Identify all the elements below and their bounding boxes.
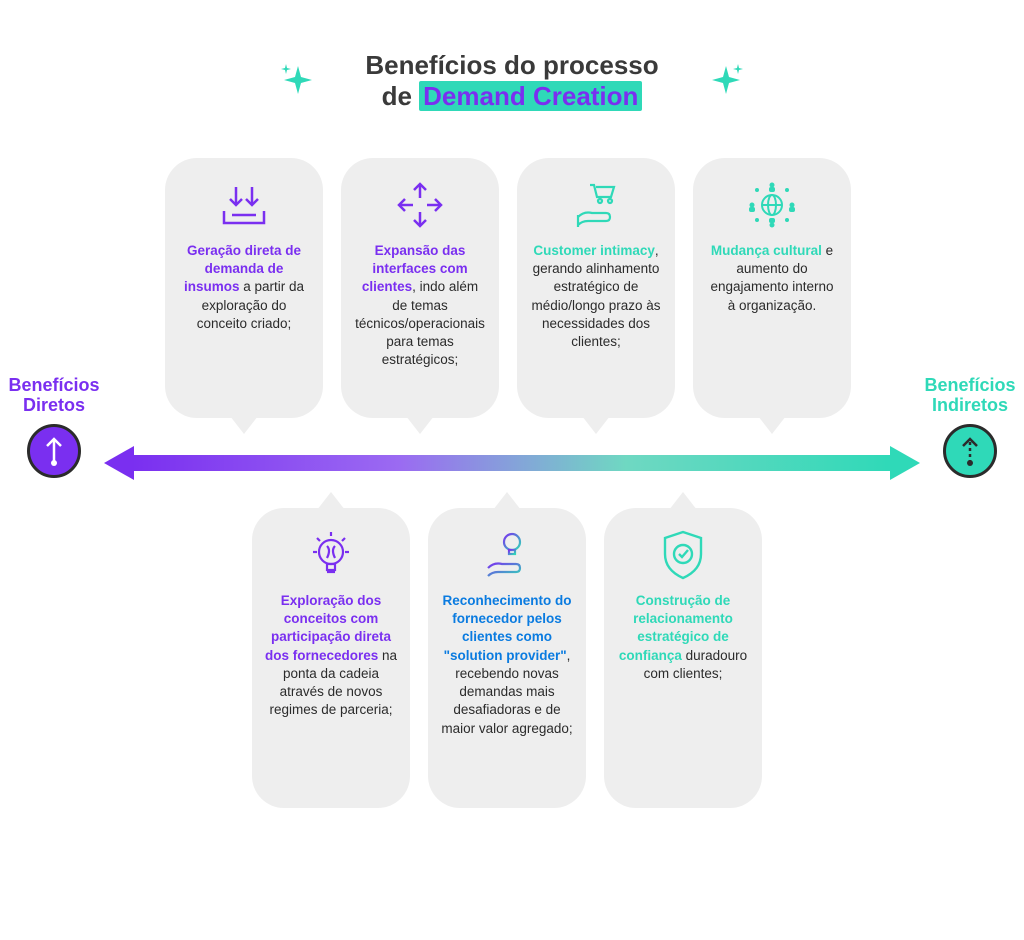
- card-text: Construção de relacionamento estratégico…: [616, 592, 750, 683]
- endcap-right-label: Benefícios Indiretos: [920, 376, 1020, 416]
- endcap-left-label: Benefícios Diretos: [4, 376, 104, 416]
- download-tray-icon: [177, 176, 311, 234]
- arrow-up-dotted-icon: [955, 433, 985, 469]
- endcap-left-circle: [27, 424, 81, 478]
- card-text: Exploração dos conceitos com participaçã…: [264, 592, 398, 720]
- card-text: Mudança cultural e aumento do engajament…: [705, 242, 839, 315]
- card-text: Customer intimacy, gerando alinhamento e…: [529, 242, 663, 351]
- title-line1: Benefícios do processo: [365, 50, 658, 80]
- top-cards-row: Geração direta de demanda de insumos a p…: [165, 158, 851, 418]
- lightbulb-icon: [264, 526, 398, 584]
- arrow-head-right-icon: [890, 446, 920, 480]
- cart-hand-icon: [529, 176, 663, 234]
- benefit-card: Exploração dos conceitos com participaçã…: [252, 508, 410, 808]
- card-text: Expansão das interfaces com clientes, in…: [353, 242, 487, 370]
- arrow-bar: [132, 455, 892, 471]
- arrow-up-icon: [39, 433, 69, 469]
- benefit-card: Construção de relacionamento estratégico…: [604, 508, 762, 808]
- benefit-card: Customer intimacy, gerando alinhamento e…: [517, 158, 675, 418]
- benefit-card: Mudança cultural e aumento do engajament…: [693, 158, 851, 418]
- speech-tail-icon: [493, 492, 521, 510]
- speech-tail-icon: [230, 416, 258, 434]
- endcap-left: Benefícios Diretos: [4, 376, 104, 478]
- card-text: Reconhecimento do fornecedor pelos clien…: [440, 592, 574, 738]
- endcap-right: Benefícios Indiretos: [920, 376, 1020, 478]
- globe-people-icon: [705, 176, 839, 234]
- title-highlight: Demand Creation: [419, 81, 642, 111]
- arrow-head-left-icon: [104, 446, 134, 480]
- title-block: Benefícios do processo de Demand Creatio…: [0, 0, 1024, 112]
- speech-tail-icon: [406, 416, 434, 434]
- benefit-card: Reconhecimento do fornecedor pelos clien…: [428, 508, 586, 808]
- endcap-right-circle: [943, 424, 997, 478]
- gradient-arrow: [110, 450, 914, 476]
- sparkle-icon: [706, 60, 746, 107]
- speech-tail-icon: [669, 492, 697, 510]
- benefit-card: Geração direta de demanda de insumos a p…: [165, 158, 323, 418]
- title-line2-prefix: de: [382, 81, 420, 111]
- speech-tail-icon: [758, 416, 786, 434]
- shield-check-icon: [616, 526, 750, 584]
- sparkle-icon: [278, 60, 318, 107]
- benefit-card: Expansão das interfaces com clientes, in…: [341, 158, 499, 418]
- page-title: Benefícios do processo de Demand Creatio…: [365, 50, 658, 112]
- hand-bulb-icon: [440, 526, 574, 584]
- expand-arrows-icon: [353, 176, 487, 234]
- speech-tail-icon: [582, 416, 610, 434]
- bottom-cards-row: Exploração dos conceitos com participaçã…: [252, 508, 762, 808]
- speech-tail-icon: [317, 492, 345, 510]
- card-text: Geração direta de demanda de insumos a p…: [177, 242, 311, 333]
